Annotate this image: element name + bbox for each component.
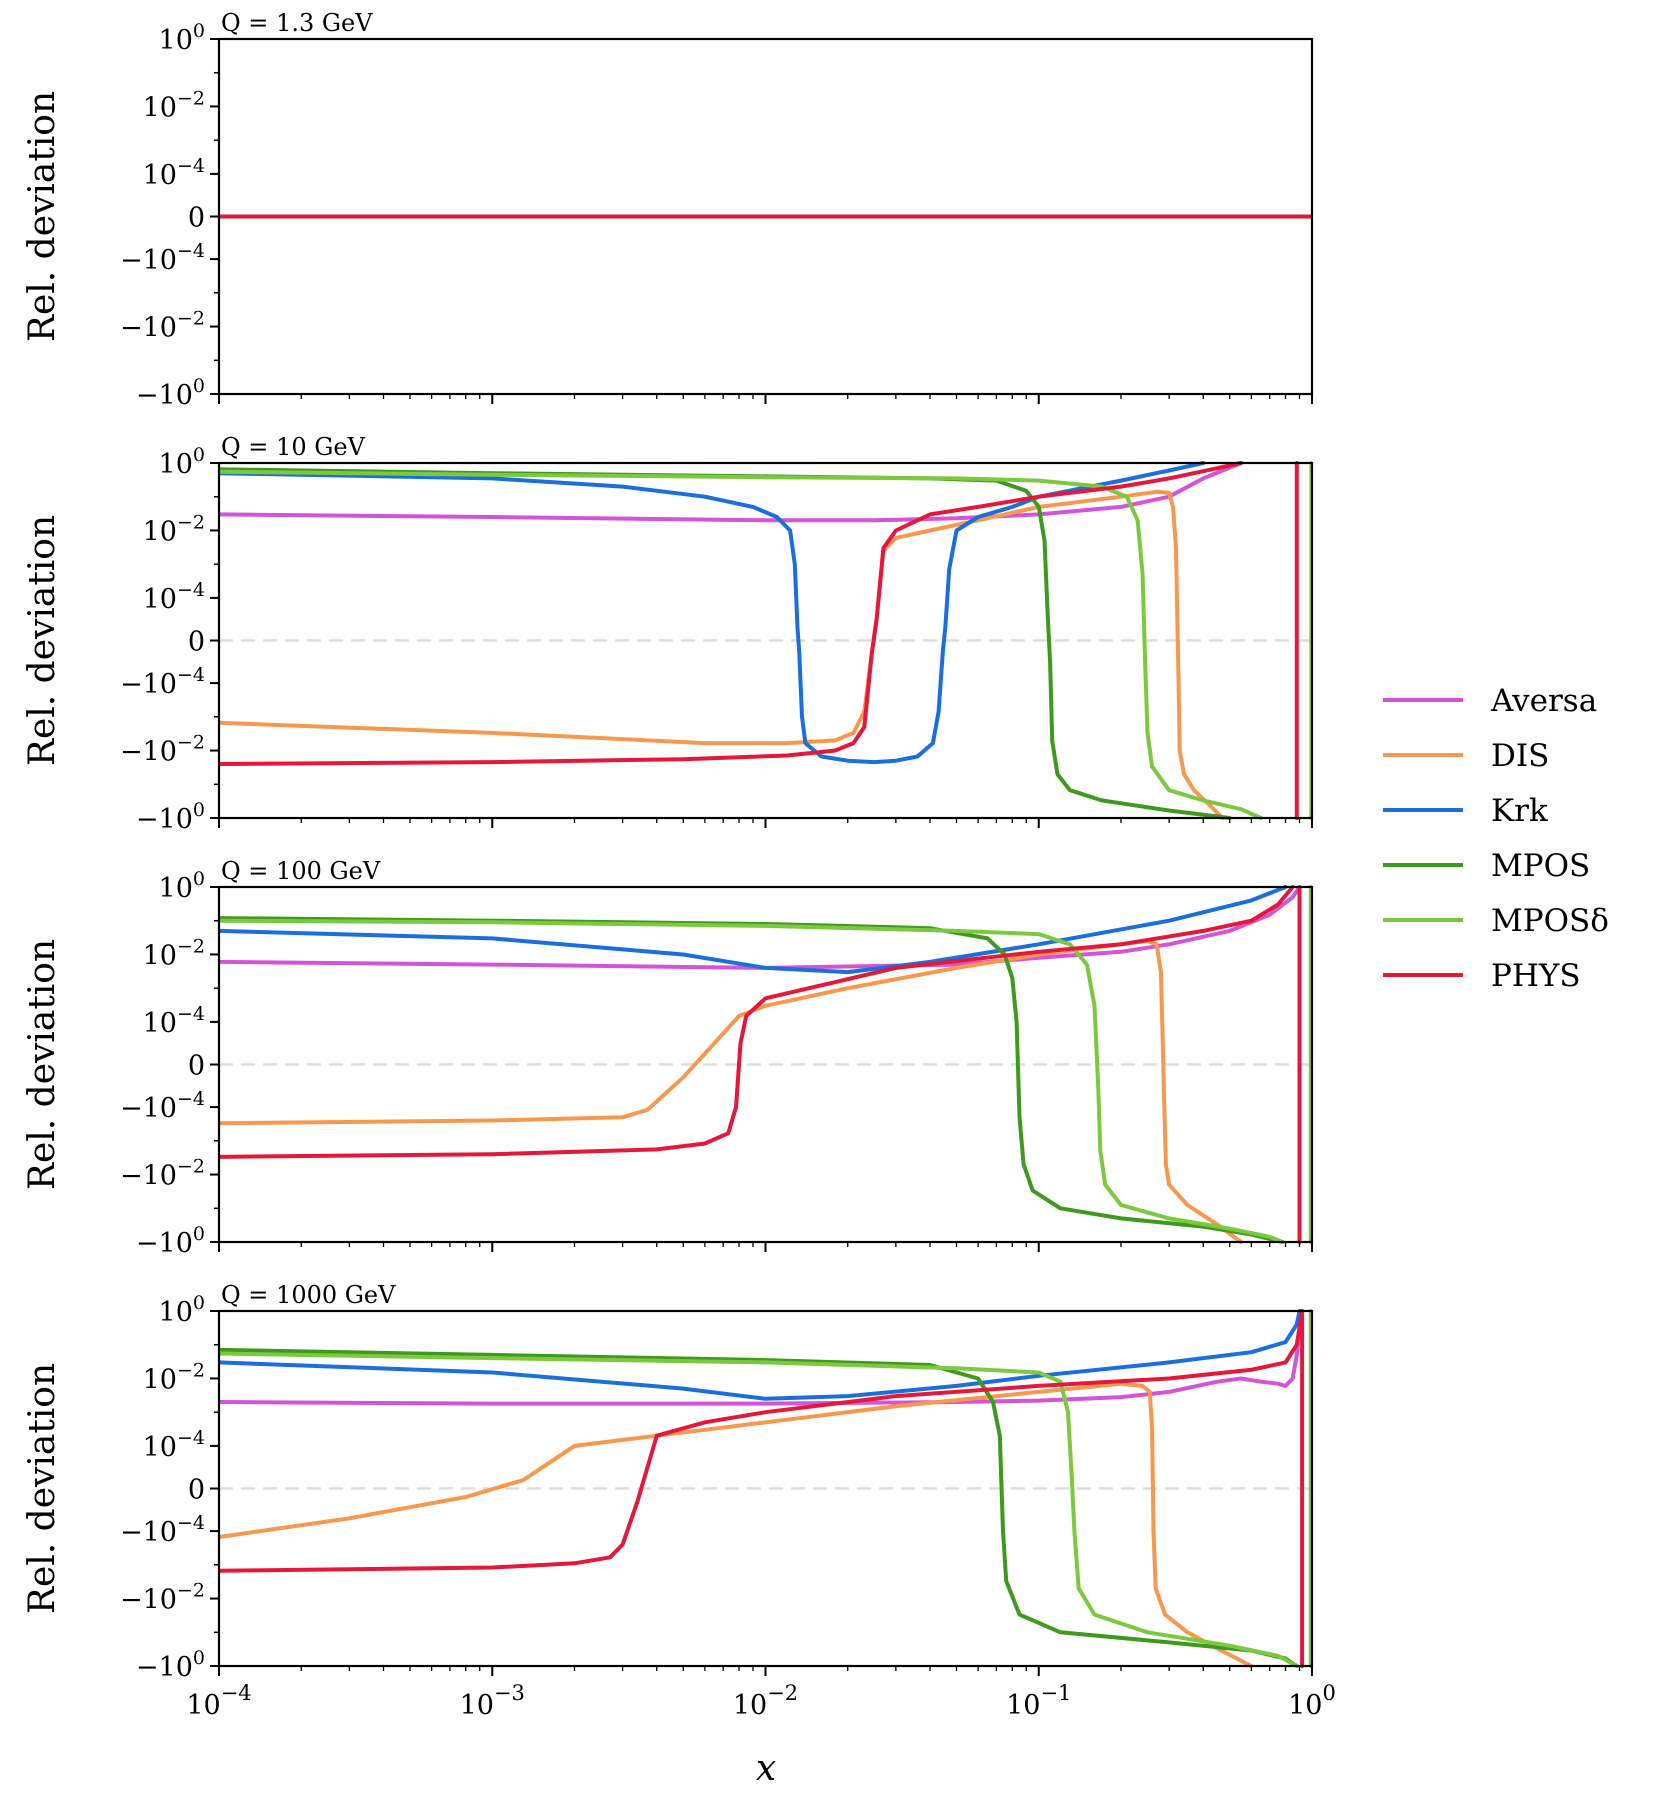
series-line-dis <box>219 1381 1254 1668</box>
legend-item: Aversa <box>1383 683 1597 719</box>
legend: Aversa DIS Krk MPOS MPOSδ PHYS <box>1383 683 1609 994</box>
series-group <box>219 461 1312 820</box>
series-line-mpos <box>219 918 1285 1244</box>
y-tick-label: −10−2 <box>120 1580 205 1616</box>
panel-title: Q = 10 GeV <box>221 433 366 461</box>
series-line-phys <box>219 1309 1305 1573</box>
legend-label: MPOS <box>1491 848 1590 884</box>
y-tick-label: 100 <box>159 20 205 56</box>
series-group <box>219 1309 1312 1668</box>
y-tick-label: 10−4 <box>143 1003 205 1039</box>
panel-4: 100 10−2 10−4 0 −10−4 −10−2 −100 Rel. deviation… <box>22 1281 1314 1683</box>
y-tick-label: 10−2 <box>143 1359 205 1395</box>
series-line-aversa <box>219 1309 1305 1406</box>
legend-label: MPOSδ <box>1491 903 1609 939</box>
y-tick-label: −100 <box>136 799 205 835</box>
legend-item: PHYS <box>1383 958 1581 994</box>
panel-3: 100 10−2 10−4 0 −10−4 −10−2 −100 Rel. deviation… <box>22 857 1314 1259</box>
panels-group: 100 10−2 10−4 0 −10−4 −10−2 −100 Rel. deviation… <box>22 9 1336 1721</box>
panel-1: 100 10−2 10−4 0 −10−4 −10−2 −100 Rel. deviation… <box>22 9 1314 411</box>
legend-item: MPOS <box>1383 848 1590 884</box>
x-tick-label: 10−2 <box>733 1681 798 1721</box>
legend-item: DIS <box>1383 738 1549 774</box>
y-tick-label: −10−4 <box>120 240 205 276</box>
y-tick-label: 100 <box>159 1292 205 1328</box>
y-tick-label: −10−2 <box>120 1156 205 1192</box>
series-line-dis <box>219 489 1225 820</box>
y-tick-label: −10−2 <box>120 308 205 344</box>
panel-title: Q = 100 GeV <box>221 857 381 885</box>
y-tick-label: 10−2 <box>143 87 205 123</box>
legend-label: Aversa <box>1490 683 1597 719</box>
x-tick-label: 10−4 <box>186 1681 251 1721</box>
series-line-phys <box>219 461 1244 766</box>
y-tick-label: 100 <box>159 444 205 480</box>
y-tick-label: 100 <box>159 868 205 904</box>
series-line-dis <box>219 939 1244 1244</box>
y-tick-label: 10−4 <box>143 1427 205 1463</box>
y-axis-label: Rel. deviation <box>22 939 63 1190</box>
y-tick-label: 10−2 <box>143 511 205 547</box>
y-tick-label: 0 <box>188 1475 205 1506</box>
y-tick-label: −100 <box>136 1223 205 1259</box>
y-tick-label: −10−2 <box>120 732 205 768</box>
y-tick-label: 10−2 <box>143 935 205 971</box>
panel-title: Q = 1000 GeV <box>221 1281 396 1309</box>
y-axis-label: Rel. deviation <box>22 91 63 342</box>
y-tick-label: −10−4 <box>120 1512 205 1548</box>
y-tick-label: 10−4 <box>143 579 205 615</box>
y-tick-label: 0 <box>188 203 205 234</box>
x-axis-label: x <box>756 1748 776 1789</box>
panel-title: Q = 1.3 GeV <box>221 9 373 37</box>
legend-item: Krk <box>1383 793 1548 829</box>
series-group <box>219 885 1312 1244</box>
y-tick-label: −100 <box>136 1647 205 1683</box>
series-line-krk <box>219 885 1288 975</box>
series-line-aversa <box>219 885 1302 970</box>
series-line-mpos <box>219 469 1263 820</box>
y-tick-label: 0 <box>188 627 205 658</box>
panel-2: 100 10−2 10−4 0 −10−4 −10−2 −100 Rel. deviation… <box>22 433 1314 835</box>
series-line-krk <box>219 461 1206 765</box>
legend-label: Krk <box>1491 793 1548 829</box>
y-axis-label: Rel. deviation <box>22 515 63 766</box>
x-tick-label: 10−3 <box>460 1681 525 1721</box>
y-tick-label: 0 <box>188 1051 205 1082</box>
x-tick-label: 10−1 <box>1006 1681 1071 1721</box>
legend-label: PHYS <box>1491 958 1581 994</box>
y-tick-label: −100 <box>136 375 205 411</box>
y-tick-label: −10−4 <box>120 664 205 700</box>
x-tick-label: 100 <box>1288 1681 1336 1721</box>
series-line-mpos <box>219 1347 1299 1668</box>
series-line-mpos <box>219 1351 1299 1668</box>
series-line-krk <box>219 1309 1302 1401</box>
series-line-phys <box>219 885 1295 1159</box>
y-tick-label: 10−4 <box>143 155 205 191</box>
y-axis-label: Rel. deviation <box>22 1363 63 1614</box>
legend-label: DIS <box>1491 738 1549 774</box>
y-tick-label: −10−4 <box>120 1088 205 1124</box>
legend-item: MPOSδ <box>1383 903 1609 939</box>
